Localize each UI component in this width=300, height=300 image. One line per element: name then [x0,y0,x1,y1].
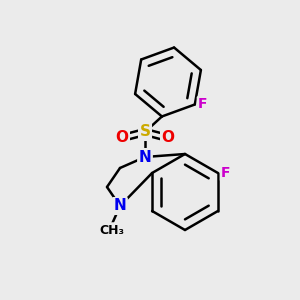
Text: CH₃: CH₃ [100,224,124,236]
Text: F: F [221,166,231,180]
Text: O: O [161,130,175,146]
Text: O: O [116,130,128,146]
Text: F: F [198,98,208,112]
Text: N: N [114,199,126,214]
Text: S: S [140,124,151,140]
Text: N: N [139,149,152,164]
